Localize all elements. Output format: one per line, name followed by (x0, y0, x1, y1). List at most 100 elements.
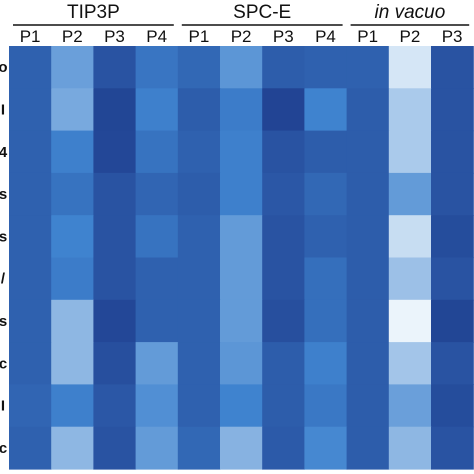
heatmap-cell (304, 257, 348, 301)
group-titles: TIP3P SPC-E in vacuo (67, 2, 445, 23)
heatmap-cell (9, 172, 52, 216)
heatmap-cell (220, 172, 263, 216)
heatmap-cell (135, 172, 179, 216)
heatmap-cell (93, 384, 137, 428)
heatmap-cell (135, 46, 179, 89)
heatmap-cell (177, 299, 221, 343)
heatmap-cell (93, 215, 137, 259)
heatmap-cell (262, 172, 305, 216)
heatmap-cell (220, 299, 263, 343)
row-labels: o I 4 s s / s c Ic (0, 59, 8, 457)
heatmap-cell (51, 46, 94, 89)
heatmap-cell (93, 172, 137, 216)
heatmap-cell (9, 342, 52, 385)
heatmap-cell (220, 257, 263, 301)
column-label: P3 (273, 27, 294, 46)
heatmap-cell (9, 46, 52, 89)
column-label: P1 (189, 27, 210, 46)
heatmap-cell (177, 215, 221, 259)
row-label: c (0, 355, 7, 372)
heatmap-cell (51, 342, 94, 385)
heatmap-cell (51, 257, 94, 301)
column-label: P4 (315, 27, 336, 46)
column-label: P3 (442, 27, 463, 46)
heatmap-cell (346, 384, 390, 428)
row-label: I (1, 398, 5, 415)
heatmap-cell (346, 172, 390, 216)
heatmap-cell (304, 299, 348, 343)
heatmap-cell (346, 215, 390, 259)
heatmap-cell (262, 257, 305, 301)
heatmap-cell (388, 342, 432, 385)
heatmap-cell (93, 257, 137, 301)
heatmap-cell (431, 88, 474, 132)
heatmap-cell (177, 88, 221, 132)
heatmap-cell (262, 299, 305, 343)
heatmap-cell (304, 384, 348, 428)
heatmap-cell (220, 46, 263, 89)
heatmap-cell (135, 384, 179, 428)
heatmap-cell (220, 342, 263, 385)
row-label: I (1, 101, 5, 118)
heatmap-cell (93, 88, 137, 132)
heatmap-cell (304, 172, 348, 216)
group-title-1: SPC-E (233, 2, 291, 23)
heatmap-cell (431, 342, 474, 385)
heatmap-cell (9, 215, 52, 259)
heatmap-cell (431, 130, 474, 174)
heatmap-cell (177, 426, 221, 470)
heatmap-cell (177, 172, 221, 216)
heatmap-cell (9, 299, 52, 343)
heatmap-cell (51, 384, 94, 428)
column-label: P2 (400, 27, 421, 46)
column-label: P1 (20, 27, 41, 46)
heatmap-cell (304, 88, 348, 132)
heatmap-cell (262, 384, 305, 428)
heatmap-cell (93, 299, 137, 343)
heatmap-cell (304, 426, 348, 470)
column-label: P1 (357, 27, 378, 46)
heatmap-cell (135, 88, 179, 132)
column-label: P2 (231, 27, 252, 46)
heatmap-cell (304, 342, 348, 385)
heatmap-cell (262, 88, 305, 132)
heatmap-cell (51, 88, 94, 132)
heatmap-cell (431, 426, 474, 470)
heatmap-cell (388, 88, 432, 132)
heatmap-cell (431, 46, 474, 89)
row-label: s (0, 228, 7, 245)
heatmap-cell (388, 257, 432, 301)
heatmap-cell (304, 130, 348, 174)
heatmap-cell (93, 342, 137, 385)
heatmap-cell (346, 88, 390, 132)
group-title-0: TIP3P (67, 2, 120, 23)
heatmap-cell (220, 384, 263, 428)
heatmap-cell (346, 299, 390, 343)
heatmap-cell (135, 299, 179, 343)
heatmap-cell (177, 342, 221, 385)
heatmap-cell (388, 130, 432, 174)
heatmap-cell (220, 215, 263, 259)
heatmap-cell (93, 46, 137, 89)
heatmap-cell (93, 130, 137, 174)
row-label: s (0, 186, 7, 203)
heatmap-cell (304, 215, 348, 259)
heatmap-cell (51, 172, 94, 216)
heatmap-cell (346, 257, 390, 301)
heatmap-cell (388, 299, 432, 343)
row-label: 4 (0, 144, 8, 161)
heatmap-cells (9, 46, 474, 470)
heatmap-cell (388, 215, 432, 259)
heatmap-cell (177, 257, 221, 301)
heatmap-cell (9, 384, 52, 428)
heatmap-cell (177, 46, 221, 89)
heatmap-cell (177, 130, 221, 174)
heatmap-cell (135, 257, 179, 301)
heatmap-cell (135, 342, 179, 385)
heatmap-cell (51, 426, 94, 470)
heatmap-cell (262, 215, 305, 259)
heatmap-cell (9, 257, 52, 301)
heatmap-cell (431, 172, 474, 216)
heatmap-cell (51, 215, 94, 259)
